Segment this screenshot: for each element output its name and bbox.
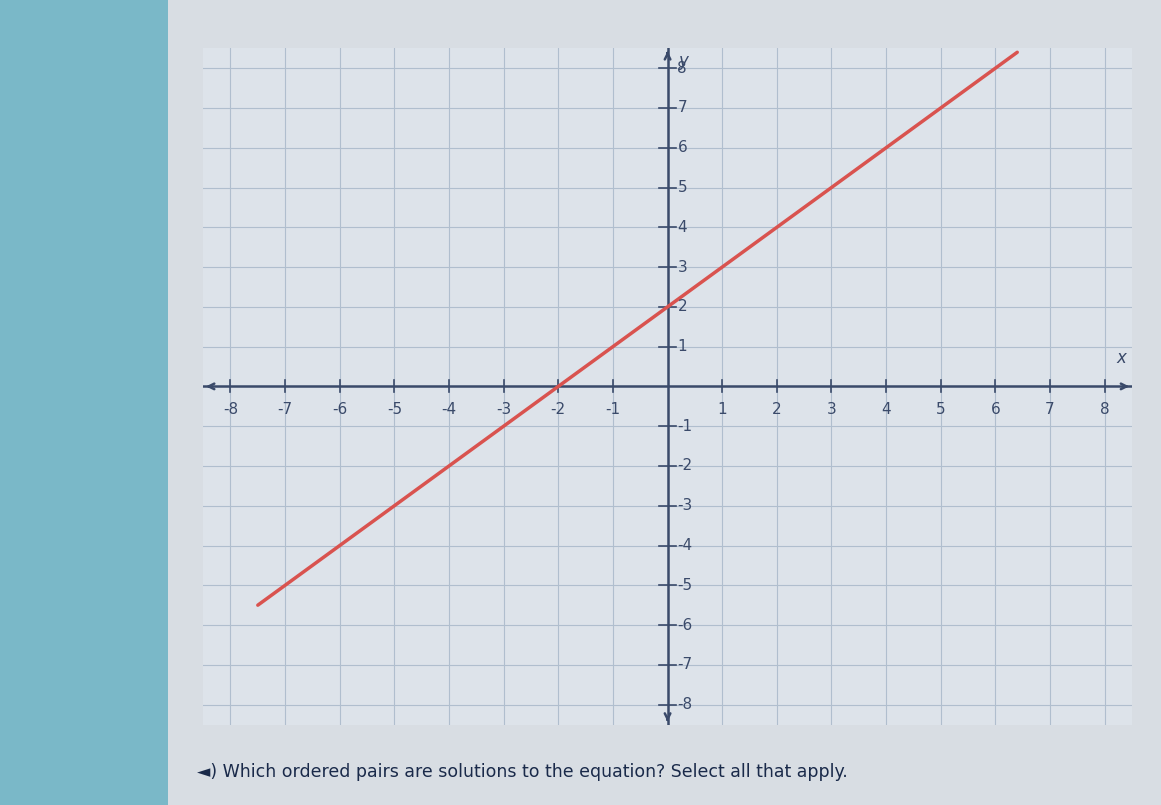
Text: 5: 5 bbox=[677, 180, 687, 195]
Text: -5: -5 bbox=[387, 402, 402, 417]
Text: 2: 2 bbox=[772, 402, 781, 417]
Text: -3: -3 bbox=[677, 498, 693, 514]
Text: 3: 3 bbox=[827, 402, 836, 417]
Text: -7: -7 bbox=[277, 402, 293, 417]
Text: -2: -2 bbox=[550, 402, 565, 417]
Text: y: y bbox=[678, 52, 688, 70]
Text: 4: 4 bbox=[677, 220, 687, 235]
Text: 1: 1 bbox=[677, 339, 687, 354]
Text: 6: 6 bbox=[677, 140, 687, 155]
Text: 5: 5 bbox=[936, 402, 945, 417]
Text: -7: -7 bbox=[677, 658, 692, 672]
Text: 6: 6 bbox=[990, 402, 1001, 417]
Text: -3: -3 bbox=[496, 402, 511, 417]
Text: 7: 7 bbox=[1045, 402, 1055, 417]
Text: -6: -6 bbox=[677, 617, 693, 633]
Text: ◄︎) Which ordered pairs are solutions to the equation? Select all that apply.: ◄︎) Which ordered pairs are solutions to… bbox=[197, 763, 849, 781]
Text: -1: -1 bbox=[605, 402, 620, 417]
Text: -4: -4 bbox=[677, 538, 692, 553]
Text: -1: -1 bbox=[677, 419, 692, 434]
Text: 7: 7 bbox=[677, 101, 687, 115]
Text: -2: -2 bbox=[677, 459, 692, 473]
Text: -4: -4 bbox=[441, 402, 456, 417]
Text: x: x bbox=[1117, 349, 1126, 366]
Text: 3: 3 bbox=[677, 259, 687, 275]
Text: 4: 4 bbox=[881, 402, 890, 417]
Text: -5: -5 bbox=[677, 578, 692, 592]
Text: 1: 1 bbox=[717, 402, 727, 417]
Text: 8: 8 bbox=[1099, 402, 1110, 417]
Text: -6: -6 bbox=[332, 402, 347, 417]
Text: 2: 2 bbox=[677, 299, 687, 314]
Text: -8: -8 bbox=[677, 697, 692, 712]
Text: -8: -8 bbox=[223, 402, 238, 417]
Text: 8: 8 bbox=[677, 60, 687, 76]
